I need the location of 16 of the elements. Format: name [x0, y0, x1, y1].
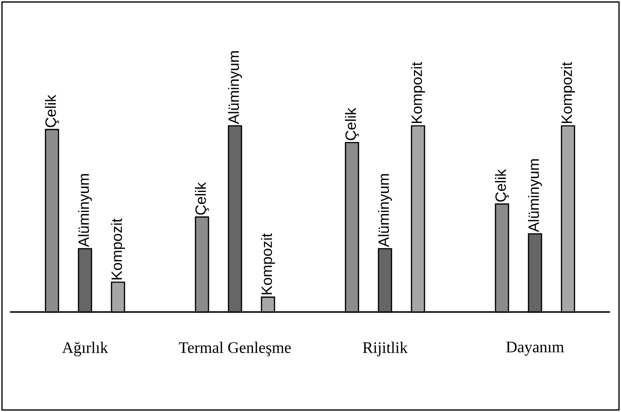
x-tick-label: Rijitlik	[362, 342, 408, 356]
x-tick-label: Termal Genleşme	[178, 342, 291, 356]
x-tick-label: Ağırlık	[62, 342, 108, 356]
text: Kompozit	[261, 233, 275, 294]
text: Kompozit	[561, 62, 575, 123]
text: Kompozit	[111, 218, 125, 280]
text: Çelik	[45, 94, 60, 128]
text: Alüminyum	[528, 159, 542, 232]
text: Çelik	[195, 182, 210, 215]
text: Alüminyum	[78, 174, 92, 248]
text: Çelik	[345, 108, 360, 140]
text: Çelik	[495, 169, 510, 202]
text: Kompozit	[411, 62, 425, 123]
x-tick-label: Dayanım	[506, 342, 564, 356]
text: Alüminyum	[378, 174, 392, 248]
text: Alüminyum	[228, 51, 242, 124]
